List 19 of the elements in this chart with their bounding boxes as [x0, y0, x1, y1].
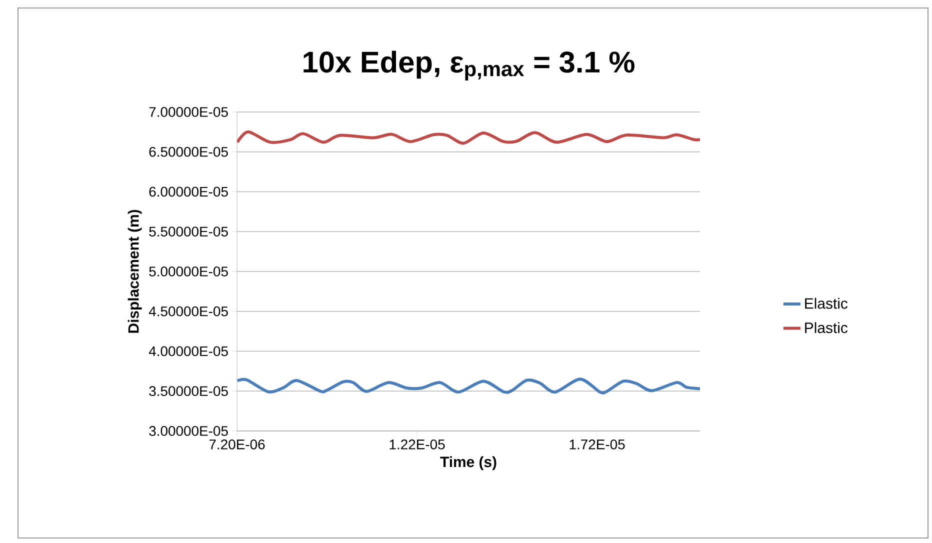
- x-tick-label: 1.72E-05: [570, 439, 625, 450]
- line-series: [237, 378, 700, 394]
- chart-title: 10x Edep, ε$_{p,max}$ = 3.1 %: [304, 50, 634, 80]
- y-tick-label: 4.00000E-05: [148, 346, 228, 356]
- y-tick-label: 4.50000E-05: [148, 306, 228, 316]
- y-tick-label: 5.00000E-05: [149, 266, 228, 276]
- y-tick-label: 3.00000E-05: [149, 426, 228, 436]
- y-tick-label: 3.50000E-05: [149, 386, 228, 396]
- line-series: [237, 130, 700, 145]
- legend-label: Plastic: [805, 322, 848, 334]
- legend-label: Elastic: [805, 298, 848, 309]
- y-tick-label: 6.00000E-05: [149, 186, 228, 197]
- y-axis-title: Displacement (m): [128, 210, 142, 333]
- y-tick-label: 7.00000E-05: [149, 107, 228, 117]
- x-axis-title: Time (s): [440, 456, 496, 470]
- x-tick-label: 7.20E-06: [209, 439, 265, 450]
- y-tick-label: 5.50000E-05: [149, 226, 228, 237]
- x-tick-label: 1.22E-05: [390, 439, 445, 450]
- y-tick-label: 6.50000E-05: [149, 146, 228, 157]
